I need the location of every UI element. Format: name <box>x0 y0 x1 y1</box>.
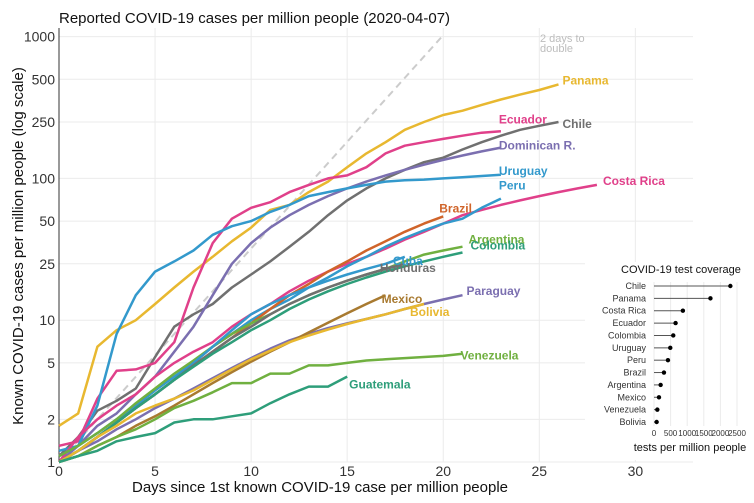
series-label: Peru <box>499 179 526 193</box>
inset-x-tick-label: 500 <box>664 429 678 438</box>
inset-title: COVID-19 test coverage <box>621 264 741 276</box>
series-line-guatemala <box>58 375 348 464</box>
series-label: Panama <box>563 73 609 87</box>
series-label: Honduras <box>380 261 436 275</box>
inset-lollipop-point <box>728 283 733 289</box>
inset-category-label: Venezuela <box>604 405 646 415</box>
x-tick-label: 30 <box>628 463 644 479</box>
series-line-chile <box>58 120 559 457</box>
inset-x-tick-label: 1000 <box>678 429 696 438</box>
inset-x-axis-title: tests per million people <box>634 442 747 454</box>
series-line-peru <box>58 197 502 458</box>
x-tick-label: 10 <box>243 463 259 479</box>
series-label: Guatemala <box>349 378 411 392</box>
inset-lollipop-point <box>658 382 663 388</box>
series-line-uruguay <box>58 173 501 453</box>
inset-lollipop-point <box>668 345 673 351</box>
x-tick-label: 0 <box>55 463 63 479</box>
x-axis-title: Days since 1st known COVID-19 case per m… <box>132 479 508 496</box>
y-tick-label: 2 <box>47 411 55 427</box>
inset-grid <box>653 282 738 426</box>
x-tick-label: 25 <box>532 463 548 479</box>
inset-lollipop-point <box>655 407 660 412</box>
y-tick-label: 5 <box>47 355 55 371</box>
series-lines <box>58 83 598 464</box>
inset-x-tick-label: 2500 <box>728 429 746 438</box>
y-tick-label: 10 <box>39 312 55 328</box>
series-line-venezuela <box>58 352 463 464</box>
series-label: Bolivia <box>410 305 450 319</box>
series-label: Colombia <box>470 239 525 253</box>
x-tick-label: 20 <box>435 463 451 479</box>
chart-title: Reported COVID-19 cases per million peop… <box>59 10 450 27</box>
reference-line-label-2: double <box>540 43 573 55</box>
inset-category-label: Panama <box>612 293 646 303</box>
inset-x-tick-label: 0 <box>652 429 657 438</box>
test-coverage-inset: COVID-19 test coverage Chile Panama Costa … <box>585 262 747 460</box>
inset-marks: Chile Panama Costa Rica Ecuador Colombia Urug… <box>602 281 733 427</box>
y-axis-title: Known COVID-19 cases per million people … <box>10 67 27 425</box>
series-label: Uruguay <box>499 164 548 178</box>
inset-x-tick-label: 2000 <box>712 429 730 438</box>
series-label: Brazil <box>439 201 472 215</box>
series-label: Costa Rica <box>603 174 665 188</box>
inset-lollipop-point <box>661 370 667 375</box>
y-tick-label: 250 <box>32 114 56 130</box>
inset-category-label: Peru <box>627 355 646 365</box>
inset-lollipop-point <box>654 419 659 425</box>
inset-lollipop-point <box>673 320 678 326</box>
inset-lollipop-point <box>671 333 676 338</box>
y-tick-label: 1 <box>47 454 55 470</box>
inset-category-label: Argentina <box>607 380 646 390</box>
series-label: Chile <box>563 117 593 131</box>
inset-category-label: Uruguay <box>612 343 647 353</box>
series-label: Mexico <box>382 292 423 306</box>
inset-category-label: Brazil <box>623 368 646 378</box>
series-label: Argentina <box>468 233 524 247</box>
series-line-ecuador <box>58 130 501 448</box>
series-label: Venezuela <box>460 349 518 363</box>
y-tick-label: 50 <box>39 213 55 229</box>
x-tick-label: 15 <box>339 463 355 479</box>
series-line-bolivia <box>58 302 425 464</box>
x-tick-label: 5 <box>151 463 159 479</box>
y-tick-label: 100 <box>32 170 56 186</box>
inset-lollipop-point <box>680 308 686 313</box>
inset-category-label: Bolivia <box>619 417 646 427</box>
y-tick-label: 25 <box>39 256 55 272</box>
inset-lollipop-point <box>656 395 662 400</box>
inset-lollipop-point <box>665 357 671 363</box>
inset-category-label: Mexico <box>617 392 646 402</box>
inset-category-label: Colombia <box>608 330 646 340</box>
inset-category-label: Chile <box>625 281 646 291</box>
series-line-panama <box>58 83 559 427</box>
series-label: Dominican R. <box>499 139 576 153</box>
inset-category-label: Ecuador <box>612 318 646 328</box>
series-label: Paraguay <box>466 284 520 298</box>
series-line-colombia <box>58 251 463 464</box>
x-axis: 0 5 10 15 20 25 30 <box>55 463 643 479</box>
reference-line-label-1: 2 days to <box>540 33 585 45</box>
series-label: Cuba <box>393 254 423 268</box>
y-tick-label: 1000 <box>24 29 55 45</box>
series-labels: Panama Chile Ecuador Dominican R. Uruguay Cos… <box>349 73 665 391</box>
inset-lollipop-point <box>708 296 713 301</box>
y-tick-label: 500 <box>32 71 56 87</box>
inset-category-label: Costa Rica <box>602 306 646 316</box>
series-label: Ecuador <box>499 112 547 126</box>
inset-x-tick-label: 1500 <box>695 429 713 438</box>
